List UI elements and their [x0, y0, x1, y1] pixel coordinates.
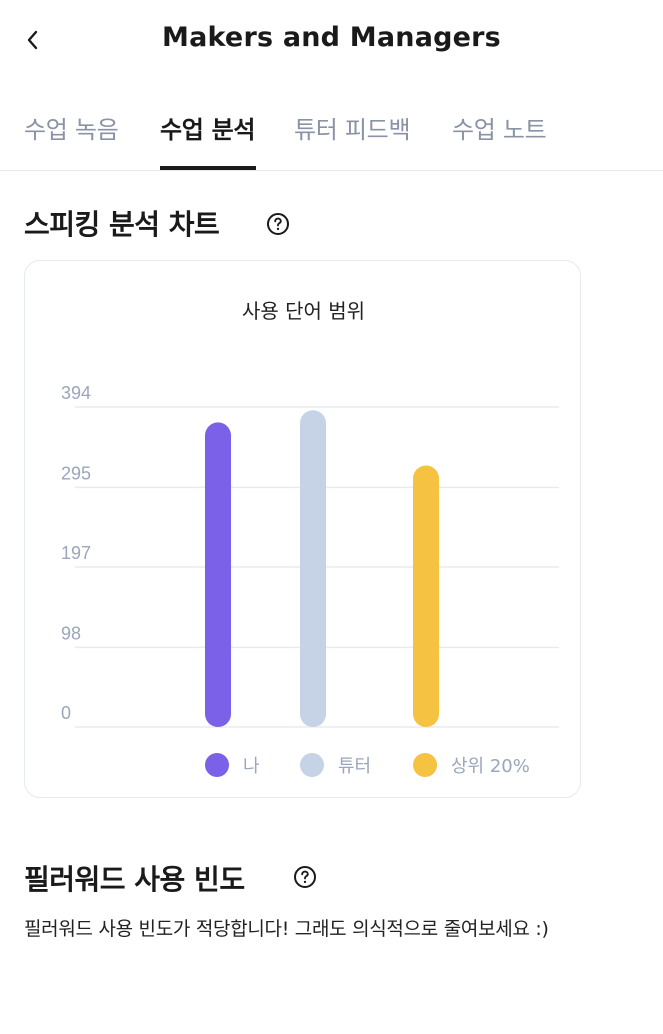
tab-recording[interactable]: 수업 녹음 [24, 116, 119, 144]
tab-analysis[interactable]: 수업 분석 [160, 116, 256, 144]
filler-help-button[interactable] [293, 865, 317, 889]
speaking-help-button[interactable] [266, 212, 290, 236]
bar-2 [413, 465, 439, 727]
page-title: Makers and Managers [162, 22, 501, 53]
bar-1 [300, 410, 326, 727]
active-tab-indicator [160, 166, 256, 170]
question-circle-icon [267, 213, 289, 235]
legend-label: 튜터 [338, 756, 371, 777]
chevron-left-icon [27, 30, 38, 50]
filler-word-description: 필러워드 사용 빈도가 적당합니다! 그래도 의식적으로 줄여보세요 :) [24, 918, 549, 940]
legend-marker [205, 753, 229, 777]
legend-marker [300, 753, 324, 777]
word-range-chart: 0 98 197 295 394 나 튜터 상위 20% [61, 383, 559, 777]
tab-tutor-feedback[interactable]: 튜터 피드백 [294, 116, 411, 144]
y-tick-label: 98 [61, 623, 81, 643]
question-circle-icon [294, 866, 316, 888]
legend-label: 나 [243, 756, 260, 777]
bar-0 [205, 422, 231, 727]
chart-title: 사용 단어 범위 [241, 299, 366, 323]
legend-marker [413, 753, 437, 777]
back-button[interactable] [16, 22, 52, 58]
y-tick-label: 0 [61, 703, 71, 723]
y-tick-label: 394 [61, 383, 91, 403]
legend-label: 상위 20% [451, 756, 530, 777]
tab-bar: 수업 녹음 수업 분석 튜터 피드백 수업 노트 [0, 96, 663, 171]
y-tick-label: 295 [61, 463, 91, 483]
top-bar: Makers and Managers [0, 0, 663, 80]
y-tick-label: 197 [61, 543, 91, 563]
tab-class-notes[interactable]: 수업 노트 [452, 116, 547, 144]
filler-word-title: 필러워드 사용 빈도 [24, 863, 245, 896]
speaking-chart-title: 스피킹 분석 차트 [24, 208, 220, 241]
speaking-chart-card: 사용 단어 범위 0 98 197 295 394 나 튜터 상위 20% [24, 260, 581, 798]
